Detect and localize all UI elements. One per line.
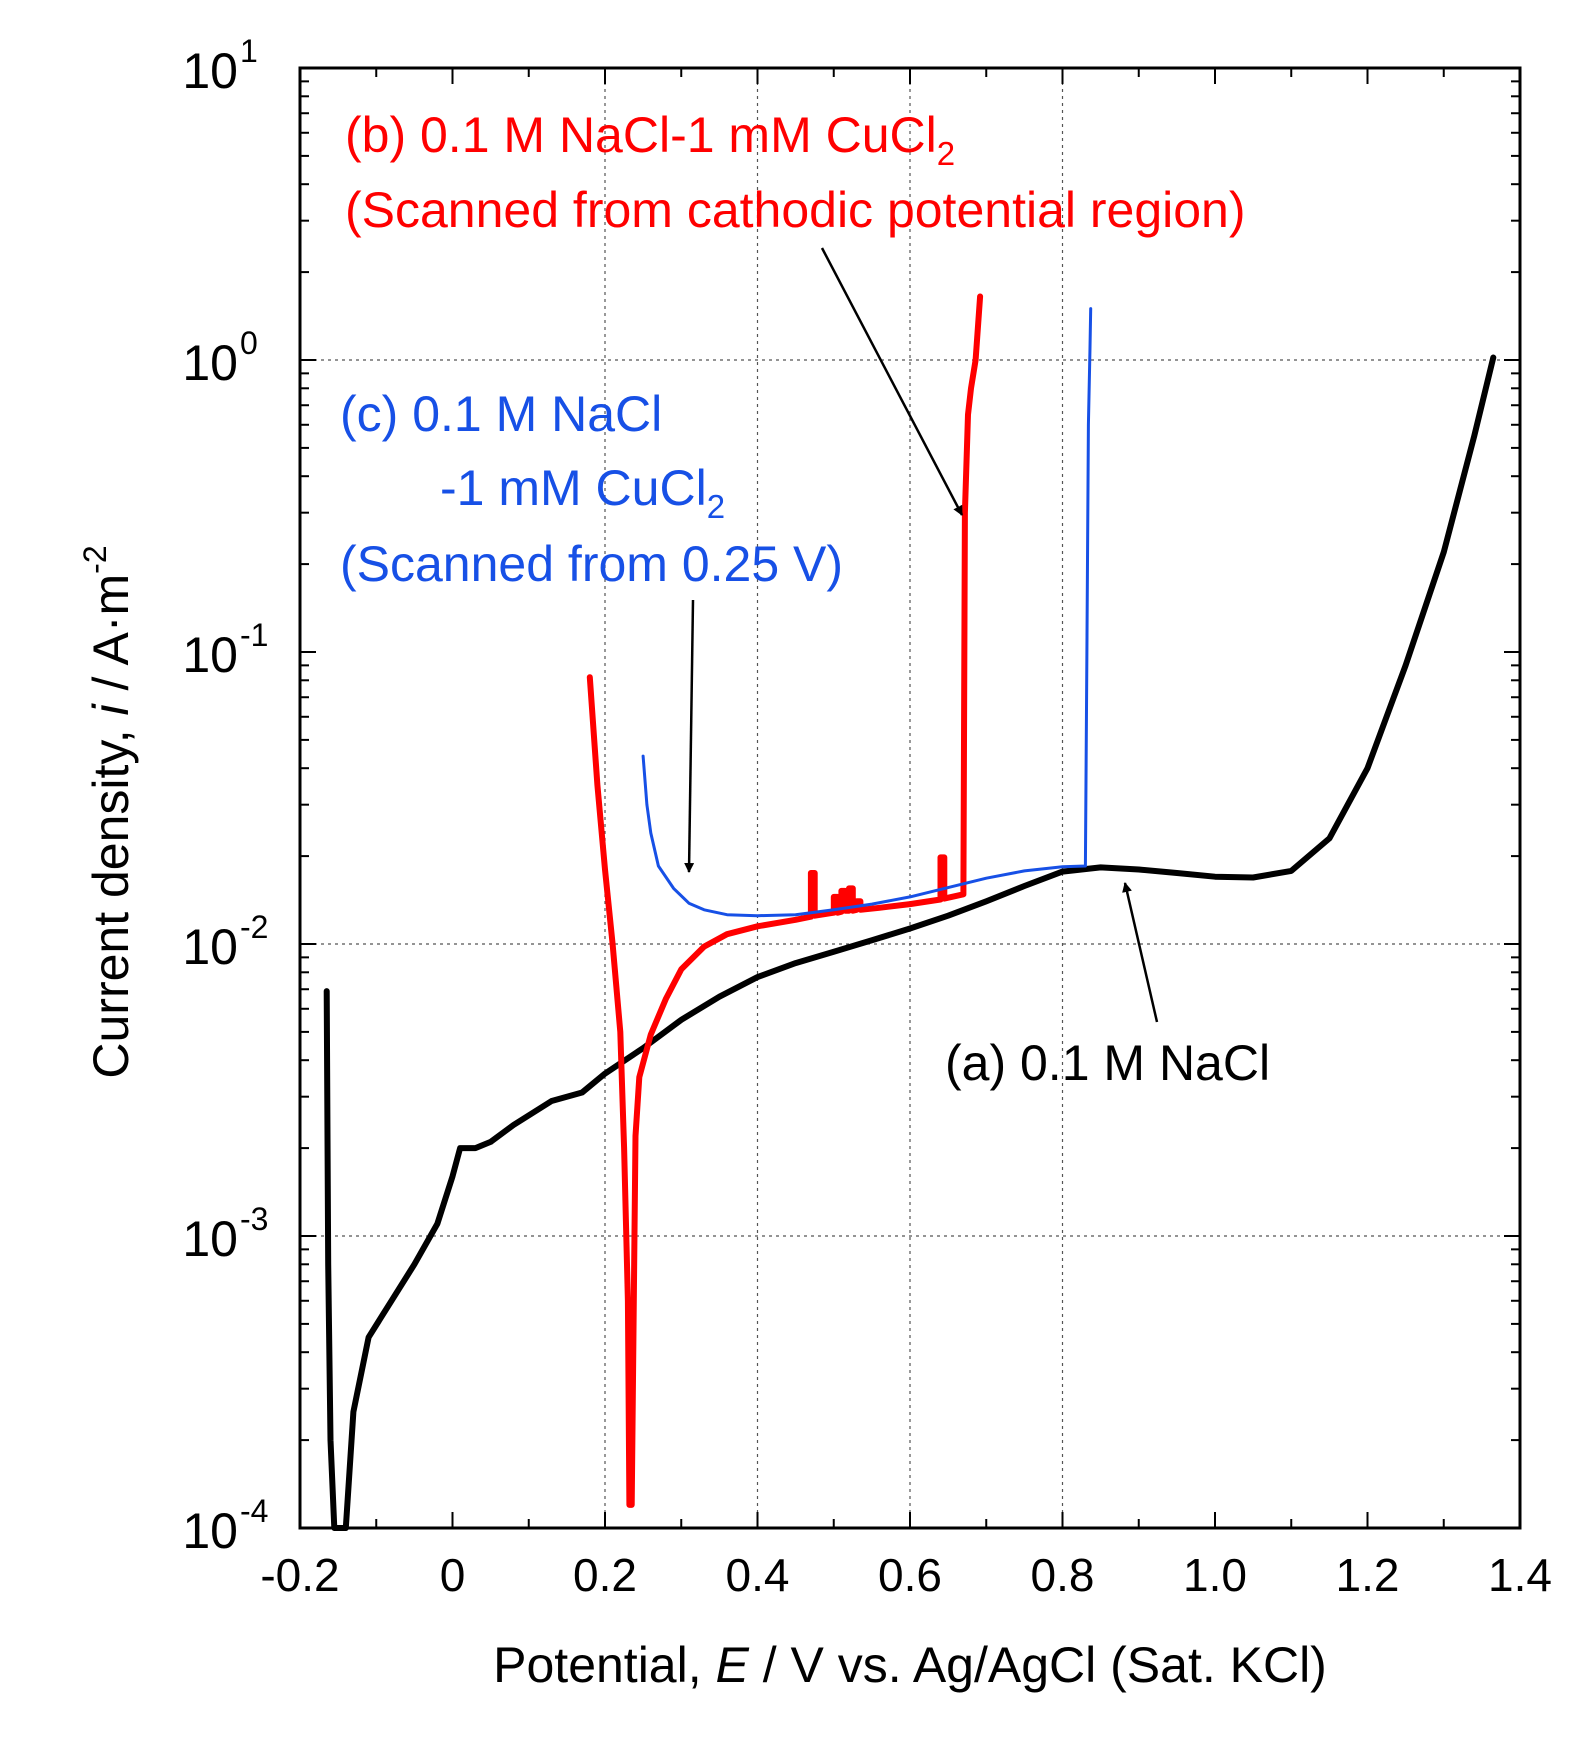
y-axis-label-suffix: / A·m xyxy=(83,574,139,705)
arrow-b xyxy=(820,247,964,516)
x-tick-labels: -0.2 0 0.2 0.4 0.6 0.8 1.0 1.2 1.4 xyxy=(260,1549,1552,1601)
x-tick-label: 1.2 xyxy=(1336,1549,1400,1601)
arrow-c xyxy=(684,599,695,873)
y-tick-label: 10 xyxy=(182,1211,238,1267)
y-tick-exponent: -3 xyxy=(240,1201,268,1237)
x-axis-label: Potential, E / V vs. Ag/AgCl (Sat. KCl) xyxy=(493,1637,1327,1693)
annotation-c-line1: (c) 0.1 M NaCl xyxy=(340,386,662,442)
y-tick-exponent: -2 xyxy=(240,909,268,945)
x-axis-label-italic: E xyxy=(716,1637,750,1693)
y-tick-exponent: -4 xyxy=(240,1493,268,1529)
y-tick-exponent: 1 xyxy=(240,33,258,69)
annotation-c-text2: -1 mM CuCl xyxy=(440,460,707,516)
y-tick-label: 10 xyxy=(182,627,238,683)
annotation-c-line3: (Scanned from 0.25 V) xyxy=(340,536,843,592)
x-tick-label: 1.4 xyxy=(1488,1549,1552,1601)
series-line-c xyxy=(641,307,1093,918)
annotation-b-text1: (b) 0.1 M NaCl-1 mM CuCl xyxy=(345,107,937,163)
annotation-a: (a) 0.1 M NaCl xyxy=(945,1035,1270,1091)
y-tick-label: 10 xyxy=(182,43,238,99)
y-tick-label: 10 xyxy=(182,335,238,391)
annotation-b-sub1: 2 xyxy=(937,135,955,172)
annotation-b-line1: (b) 0.1 M NaCl-1 mM CuCl2 xyxy=(345,107,955,172)
x-tick-label: 0.8 xyxy=(1031,1549,1095,1601)
annotation-b-line2: (Scanned from cathodic potential region) xyxy=(345,182,1246,238)
grid-lines xyxy=(300,68,1520,1528)
y-axis-label: Current density, i / A·m-2 xyxy=(77,545,139,1078)
y-axis-label-italic: i xyxy=(83,703,139,716)
x-axis-label-prefix: Potential, xyxy=(493,1637,715,1693)
arrow-a xyxy=(1122,882,1159,1023)
plot-frame xyxy=(298,66,1522,1530)
x-tick-label: 0.4 xyxy=(726,1549,790,1601)
x-tick-label: 1.0 xyxy=(1183,1549,1247,1601)
x-tick-label: 0 xyxy=(440,1549,466,1601)
y-tick-label: 10 xyxy=(182,919,238,975)
y-tick-label: 10 xyxy=(182,1503,238,1559)
series-line-b xyxy=(586,293,984,1508)
annotation-c-sub2: 2 xyxy=(707,488,725,525)
y-axis-label-prefix: Current density, xyxy=(83,716,139,1079)
annotation-c-line2: -1 mM CuCl2 xyxy=(440,460,725,525)
x-tick-label: 0.6 xyxy=(878,1549,942,1601)
series-lines xyxy=(323,293,1497,1531)
x-tick-label: -0.2 xyxy=(260,1549,339,1601)
y-tick-exponent: -1 xyxy=(240,617,268,653)
y-tick-exponent: 0 xyxy=(240,325,258,361)
x-tick-label: 0.2 xyxy=(573,1549,637,1601)
series-line-a xyxy=(323,354,1497,1531)
y-axis-label-sup: -2 xyxy=(77,545,113,573)
x-axis-label-suffix: / V vs. Ag/AgCl (Sat. KCl) xyxy=(749,1637,1327,1693)
